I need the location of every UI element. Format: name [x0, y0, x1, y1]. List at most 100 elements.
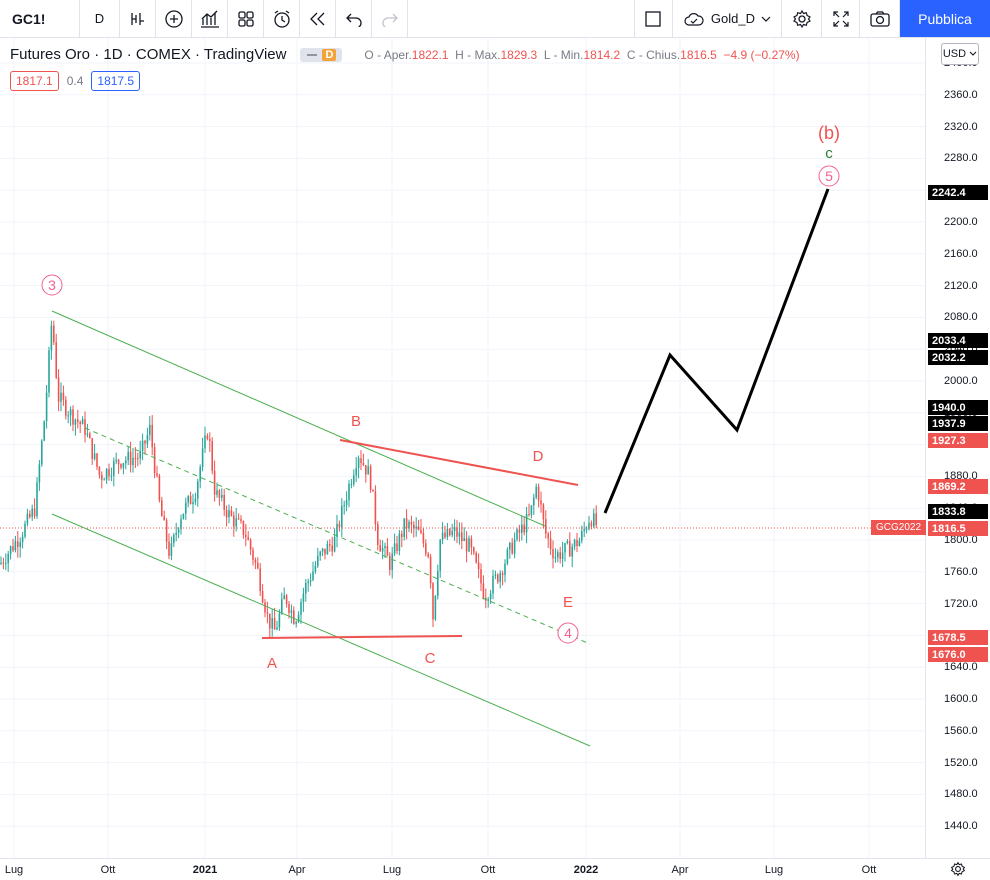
- candle-body: [269, 613, 271, 629]
- candle-body: [105, 468, 108, 480]
- price-tick: 2000.0: [944, 375, 978, 387]
- price-tick: 1480.0: [944, 788, 978, 801]
- camera-icon[interactable]: [860, 0, 900, 37]
- candle-body: [237, 518, 240, 520]
- channel-upper-line: [51, 310, 546, 527]
- candle-body: [326, 544, 329, 555]
- candle-body: [542, 504, 545, 520]
- candle-body: [19, 542, 21, 547]
- price-tick: 2080.0: [944, 311, 978, 324]
- candle-body: [283, 595, 285, 600]
- legend-eye-toggle[interactable]: D: [300, 47, 343, 62]
- candle-body: [444, 532, 446, 538]
- candle-body: [468, 538, 470, 552]
- candle-body: [24, 523, 26, 537]
- wave-c-label: c: [825, 145, 833, 162]
- candle-body: [153, 447, 156, 474]
- time-axis[interactable]: Lug Ott 2021 Apr Lug Ott 2022 Apr Lug Ott: [0, 858, 990, 880]
- candle-body: [317, 555, 319, 566]
- candle-body: [420, 529, 422, 533]
- elliott-projection-line: [603, 188, 830, 514]
- candle-body: [403, 518, 405, 537]
- candle-body: [434, 595, 437, 620]
- plus-circle-icon[interactable]: [156, 0, 192, 37]
- wave-5-label: 5: [825, 168, 833, 184]
- candle-body: [168, 541, 170, 556]
- candle-body: [571, 546, 573, 557]
- rewind-icon[interactable]: [300, 0, 336, 37]
- price-label: 2032.2: [928, 350, 988, 365]
- symbol-search-button[interactable]: GC1!: [0, 0, 80, 37]
- candle-body: [225, 509, 228, 518]
- candle-body: [441, 532, 444, 540]
- candle-body: [446, 528, 449, 538]
- candle-body: [513, 539, 516, 554]
- price-label: 2033.4: [928, 333, 988, 348]
- layout-name: Gold_D: [710, 11, 755, 26]
- buy-price-button[interactable]: 1817.5: [91, 71, 141, 91]
- candle-body: [204, 435, 206, 449]
- chart-type-icon[interactable]: [192, 0, 228, 37]
- interval-button[interactable]: D: [80, 0, 120, 37]
- currency-selector[interactable]: USD: [941, 43, 979, 65]
- price-label: 1833.8: [928, 504, 988, 519]
- candle-body: [271, 618, 273, 629]
- candle-body: [79, 421, 81, 425]
- candle-body: [525, 514, 528, 533]
- publish-button[interactable]: Pubblica: [900, 0, 990, 37]
- alarm-icon[interactable]: [264, 0, 300, 37]
- price-tick: 2320.0: [944, 120, 978, 133]
- redo-icon[interactable]: [372, 0, 408, 37]
- expand-icon[interactable]: [822, 0, 860, 37]
- time-tick: 2021: [192, 864, 218, 876]
- sell-price-button[interactable]: 1817.1: [10, 71, 59, 91]
- candle-body: [535, 486, 537, 498]
- candle-body: [417, 526, 420, 530]
- candle-body: [566, 541, 569, 544]
- channel-mid-line: [84, 427, 591, 645]
- layout-menu[interactable]: Gold_D: [673, 0, 782, 37]
- top-toolbar: GC1! D Gold_D Pubblica: [0, 0, 990, 38]
- wave-a-label: A: [267, 655, 277, 672]
- candle-body: [273, 618, 276, 630]
- gear-icon[interactable]: [782, 0, 822, 37]
- candle-body: [264, 602, 266, 613]
- candle-body: [590, 522, 593, 527]
- fullscreen-square-icon[interactable]: [635, 0, 673, 37]
- grid-icon[interactable]: [228, 0, 264, 37]
- candle-body: [33, 508, 36, 517]
- undo-icon[interactable]: [336, 0, 372, 37]
- candle-body: [516, 529, 518, 540]
- series-legend: Futures Oro · 1D · COMEX · TradingView D…: [10, 46, 800, 63]
- candle-body: [173, 535, 175, 544]
- candle-body: [561, 552, 564, 559]
- candle-body: [350, 483, 353, 485]
- price-axis[interactable]: 2400.02360.02320.02280.02240.02200.02160…: [925, 38, 990, 858]
- price-chart[interactable]: 3 4 5 (b) c A B C D E: [0, 38, 925, 858]
- candle-body: [230, 510, 233, 516]
- price-tick: 2200.0: [944, 216, 978, 228]
- candle-body: [21, 536, 24, 543]
- time-tick: Ott: [480, 864, 496, 876]
- candle-body: [72, 409, 74, 425]
- axis-settings-gear-icon[interactable]: [950, 861, 966, 880]
- candle-body: [415, 526, 417, 529]
- candle-body: [175, 532, 177, 536]
- candle-body: [365, 465, 367, 475]
- candle-body: [216, 490, 218, 495]
- candle-body: [158, 475, 161, 501]
- candle-body: [362, 463, 365, 466]
- candle-body: [588, 522, 590, 529]
- indicators-icon[interactable]: [120, 0, 156, 37]
- candle-body: [120, 464, 122, 468]
- candle-body: [384, 546, 386, 549]
- price-tick: 1600.0: [944, 693, 978, 705]
- candle-body: [223, 495, 225, 510]
- candle-body: [343, 504, 345, 506]
- candle-body: [583, 529, 585, 532]
- candle-body: [295, 621, 297, 624]
- candle-body: [233, 515, 235, 527]
- candle-body: [408, 521, 410, 529]
- wave-d-label: D: [533, 448, 544, 465]
- low-value: 1814.2: [583, 47, 621, 62]
